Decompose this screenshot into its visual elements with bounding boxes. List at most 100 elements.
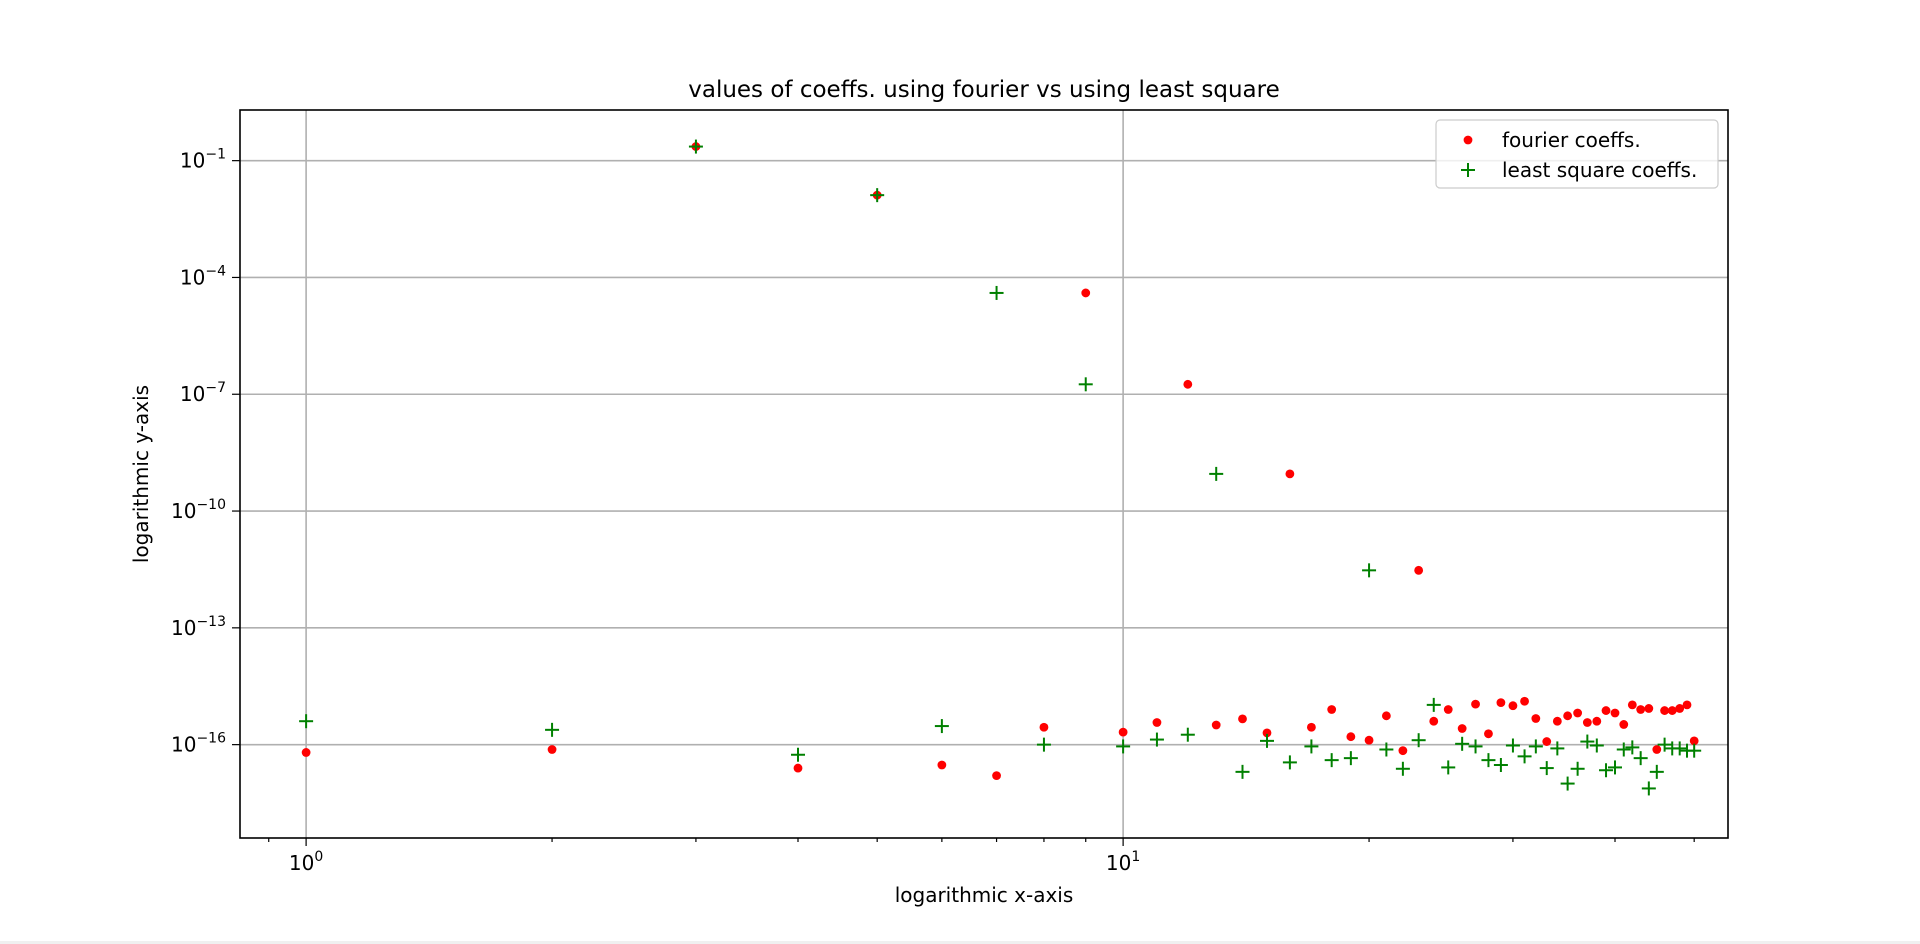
least-square-point: [1468, 739, 1483, 754]
least-square-point: [1687, 743, 1702, 758]
y-tick-label: 10−7: [180, 380, 226, 406]
fourier-point: [1563, 711, 1573, 721]
fourier-point: [1414, 565, 1424, 575]
fourier-point: [1346, 732, 1356, 742]
least-square-point: [1426, 697, 1441, 712]
fourier-point: [1471, 699, 1480, 709]
least-square-point: [1259, 733, 1274, 748]
least-square-point: [1455, 736, 1470, 751]
fourier-point: [1496, 698, 1506, 708]
least-square-point: [1649, 764, 1664, 779]
fourier-point: [1381, 711, 1391, 721]
fourier-point: [1152, 718, 1162, 727]
fourier-point: [1601, 706, 1611, 715]
fourier-point: [992, 771, 1001, 781]
fourier-point: [1636, 705, 1646, 714]
least-square-point: [1550, 741, 1565, 756]
fourier-point: [1484, 729, 1493, 739]
least-square-point: [1599, 763, 1614, 778]
fourier-point: [1667, 706, 1677, 715]
least-square-point: [1616, 742, 1631, 757]
least-square-point: [1641, 781, 1656, 796]
fourier-point: [1327, 705, 1337, 714]
legend-entry-fourier: fourier coeffs.: [1502, 128, 1641, 152]
least-square-point: [1149, 732, 1164, 747]
fourier-point: [1660, 706, 1669, 715]
legend-dot-icon: [1463, 135, 1473, 145]
chart-title: values of coeffs. using fourier vs using…: [688, 77, 1280, 103]
axis-ticks: 100 101 10−1 10−4 10−7 10−10 10−13 10−16: [171, 147, 1695, 875]
fourier-point: [1183, 379, 1193, 389]
least-square-point: [1411, 733, 1426, 748]
y-axis-label: logarithmic y-axis: [129, 385, 153, 563]
y-tick-label: 10−10: [171, 497, 226, 523]
least-square-point: [1625, 740, 1640, 755]
fourier-point: [1644, 704, 1654, 713]
legend: fourier coeffs. least square coeffs.: [1435, 119, 1719, 189]
least-square-point: [1493, 757, 1508, 772]
plot-frame: [239, 109, 1729, 839]
data-points: [299, 139, 1702, 796]
least-square-point: [1078, 377, 1093, 392]
y-tick-label: 10−4: [180, 263, 226, 289]
least-square-point: [1570, 761, 1585, 776]
least-square-point: [1304, 739, 1319, 754]
least-square-point: [934, 719, 949, 734]
fourier-point: [1682, 700, 1692, 710]
fourier-point: [1531, 714, 1541, 723]
fourier-point: [1398, 746, 1408, 756]
fourier-point: [547, 745, 557, 754]
fourier-point: [1443, 705, 1453, 714]
least-square-point: [791, 747, 806, 762]
fourier-point: [1520, 696, 1529, 706]
fourier-point: [301, 748, 311, 757]
least-square-point: [1379, 742, 1394, 757]
x-tick-label: 101: [1106, 849, 1140, 875]
least-square-point: [1036, 737, 1051, 752]
least-square-point: [989, 285, 1004, 300]
least-square-point: [1505, 738, 1520, 753]
least-square-point: [1395, 761, 1410, 776]
fourier-point: [793, 763, 803, 773]
fourier-point: [1582, 718, 1592, 727]
window-bottom-strip: [0, 941, 1920, 944]
least-square-point: [1560, 776, 1575, 791]
fourier-point: [1364, 735, 1374, 745]
x-axis-label: logarithmic x-axis: [895, 883, 1074, 907]
least-square-point: [1580, 734, 1595, 749]
least-square-point: [1343, 751, 1358, 766]
y-tick-label: 10−13: [171, 614, 226, 640]
least-square-point: [1209, 466, 1224, 481]
y-tick-label: 10−16: [171, 731, 226, 757]
fourier-point: [1652, 745, 1662, 754]
fourier-point: [1039, 722, 1049, 732]
fourier-point: [1285, 469, 1295, 479]
least-square-point: [299, 714, 314, 729]
fourier-point: [1627, 700, 1637, 710]
fourier-point: [1689, 736, 1699, 746]
least-square-point: [1672, 741, 1687, 756]
fourier-point: [1542, 737, 1552, 746]
fourier-point: [1552, 716, 1562, 726]
fourier-point: [1211, 720, 1221, 730]
fourier-point: [1619, 720, 1629, 729]
fourier-point: [1457, 724, 1467, 733]
x-tick-label: 100: [289, 849, 323, 875]
least-square-point: [1481, 753, 1496, 768]
legend-entry-least-square: least square coeffs.: [1502, 158, 1697, 182]
least-square-point: [1235, 764, 1250, 779]
least-square-point: [1282, 755, 1297, 770]
least-square-point: [1441, 760, 1456, 775]
least-square-point: [1539, 761, 1554, 776]
legend-marker-fourier: [1463, 135, 1473, 145]
least-square-point: [1324, 753, 1339, 768]
fourier-point: [1118, 727, 1128, 737]
fourier-point: [1573, 708, 1583, 718]
fourier-point: [1508, 701, 1518, 711]
least-square-point: [1180, 727, 1195, 742]
legend-box: [1435, 119, 1719, 189]
least-square-point: [1589, 738, 1604, 753]
fourier-point: [1238, 714, 1247, 724]
fourier-point: [1675, 704, 1685, 713]
